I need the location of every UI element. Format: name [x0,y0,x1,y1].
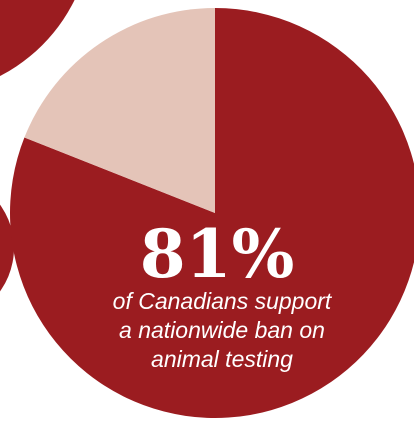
headline-value: 81% [140,215,295,293]
pie-slice-support [10,8,414,418]
caption-line-1: of Canadians support [113,288,333,314]
pie-slices [10,8,414,418]
caption-line-3: animal testing [151,346,293,372]
caption-line-2: a nationwide ban on [119,317,325,343]
pie-slice-other [24,8,216,213]
decorative-circle-top-left [0,0,75,77]
